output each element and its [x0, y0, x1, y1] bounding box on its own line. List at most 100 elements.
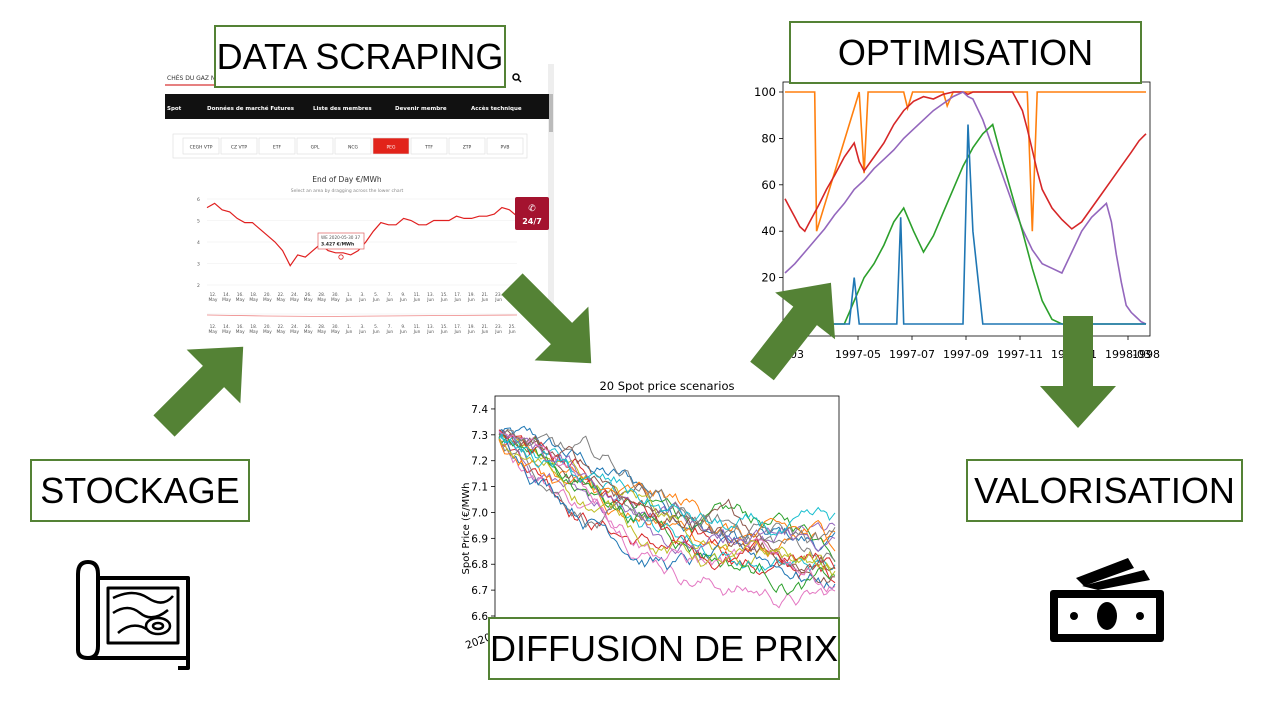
search-icon[interactable] [512, 73, 522, 83]
market-tab[interactable] [334, 137, 372, 155]
market-tab[interactable] [410, 137, 448, 155]
x-tick: Jun [440, 297, 448, 303]
nav-x-tick: 21. [482, 324, 489, 330]
market-tab-label: CZ VTP [231, 145, 247, 151]
scenario-line [498, 430, 836, 555]
scraping-page: CHÉS DU GAZ NA Spot Données de marché Fut… [165, 64, 554, 342]
optimisation-text: OPTIMISATION [837, 31, 1094, 73]
scenario-line [498, 429, 836, 572]
map-icon [76, 560, 190, 670]
market-tab[interactable] [258, 137, 296, 155]
data-scraping-label: DATA SCRAPING [214, 25, 506, 88]
x-tick: 13. [427, 292, 434, 298]
nav-x-tick: 9. [401, 324, 405, 330]
nav-item[interactable]: Accès technique [471, 105, 522, 112]
nav-x-tick: 13. [427, 324, 434, 330]
scenario-line [498, 436, 836, 584]
series-line [784, 91, 1147, 233]
y-tick: 7.1 [471, 482, 488, 494]
nav-x-tick: Jun [481, 329, 489, 335]
x-tick: 19. [468, 292, 475, 298]
market-tab[interactable] [372, 137, 410, 155]
nav-x-tick: Jun [508, 329, 516, 335]
tooltip-line1: WE 2020-05-30 37 [321, 235, 360, 240]
nav-x-tick: May [249, 329, 258, 335]
y-tick: 6.7 [471, 585, 488, 597]
x-tick: 11. [414, 292, 421, 298]
diffusion-ylabel: Spot Price (€/MWh [461, 483, 472, 575]
x-tick: 24. [291, 292, 298, 298]
x-tick: May [317, 297, 326, 303]
nav-x-tick: 28. [318, 324, 325, 330]
diffusion-label: DIFFUSION DE PRIX [488, 617, 840, 680]
phone-button[interactable]: ✆ 24/7 [515, 197, 549, 230]
scenario-line [498, 433, 836, 536]
y-tick: 6.6 [471, 611, 488, 623]
optimisation-chart: 100 80 60 40 20 -03 1997-05 1997-07 1997-09 1997-… [750, 78, 1178, 366]
x-tick: 1. [347, 292, 351, 298]
nav-item[interactable]: Liste des membres [313, 106, 372, 112]
market-tab[interactable] [448, 137, 486, 155]
nav-x-tick: Jun [453, 329, 461, 335]
x-tick: Jun [399, 297, 407, 303]
navigator-line[interactable] [206, 314, 518, 317]
market-tab[interactable] [220, 137, 258, 155]
nav-item[interactable]: Spot [167, 106, 182, 112]
nav-x-tick: 5. [374, 324, 378, 330]
nav-x-tick: May [277, 329, 286, 335]
y-tick: 2 [197, 283, 200, 289]
nav-x-tick: Jun [345, 329, 353, 335]
market-tab[interactable] [182, 137, 220, 155]
scenario-line [498, 428, 836, 590]
x-tick: 15. [441, 292, 448, 298]
stockage-text: STOCKAGE [40, 469, 240, 511]
x-tick: Jun [494, 297, 502, 303]
series-line [785, 124, 1146, 325]
market-tab[interactable] [486, 137, 524, 155]
market-tab-label: CEGH VTP [190, 145, 213, 151]
x-tick: 12. [210, 292, 217, 298]
x-tick: 20. [264, 292, 271, 298]
nav-x-tick: Jun [426, 329, 434, 335]
nav-x-tick: 26. [305, 324, 312, 330]
y-tick: 100 [754, 85, 776, 99]
plot-area [494, 395, 840, 622]
x-tick: 7. [388, 292, 392, 298]
nav-x-tick: May [222, 329, 231, 335]
valorisation-label: VALORISATION [966, 459, 1243, 522]
nav-x-tick: Jun [413, 329, 421, 335]
nav-x-tick: May [209, 329, 218, 335]
x-tick: May [263, 297, 272, 303]
market-tab[interactable] [296, 137, 334, 155]
nav-item[interactable]: Devenir membre [395, 106, 447, 112]
optimisation-plot: 100 80 60 40 20 -03 1997-05 1997-07 1997-09 1997-… [754, 81, 1178, 361]
x-tick: May [222, 297, 231, 303]
x-tick: May [236, 297, 245, 303]
x-tick: 3. [361, 292, 365, 298]
x-tick: Jun [426, 297, 434, 303]
x-tick: 26. [305, 292, 312, 298]
nav-x-tick: 20. [264, 324, 271, 330]
scrape-nav-bar [165, 94, 549, 119]
market-tab-label: GPL [311, 145, 320, 151]
data-scraping-text: DATA SCRAPING [216, 35, 504, 77]
nav-x-tick: Jun [385, 329, 393, 335]
tooltip: WE 2020-05-30 37 3.427 €/MWh [317, 232, 365, 250]
x-tick: 16. [237, 292, 244, 298]
y-tick: 6.9 [471, 533, 488, 545]
nav-x-tick: 19. [468, 324, 475, 330]
valorisation-text: VALORISATION [974, 469, 1235, 511]
diffusion-plot: 20 Spot price scenarios 7.4 7.3 7.2 7.1 7.0 6.… [461, 379, 840, 652]
x-tick: 1997-05 [835, 348, 881, 361]
scenario-line [498, 434, 836, 596]
scrape-chart-hint: Select an area by dragging across the lo… [291, 188, 404, 194]
y-tick: 3 [197, 262, 200, 268]
diffusion-chart: 20 Spot price scenarios 7.4 7.3 7.2 7.1 7.0 6.… [455, 376, 845, 660]
nav-item[interactable]: Données de marché Futures [207, 105, 295, 112]
market-tab-label: ETF [273, 145, 282, 151]
stockage-label: STOCKAGE [30, 459, 250, 522]
x-tick: 23. [495, 292, 502, 298]
nav-x-tick: May [304, 329, 313, 335]
nav-x-tick: May [331, 329, 340, 335]
market-tab-label: NCG [348, 145, 359, 151]
